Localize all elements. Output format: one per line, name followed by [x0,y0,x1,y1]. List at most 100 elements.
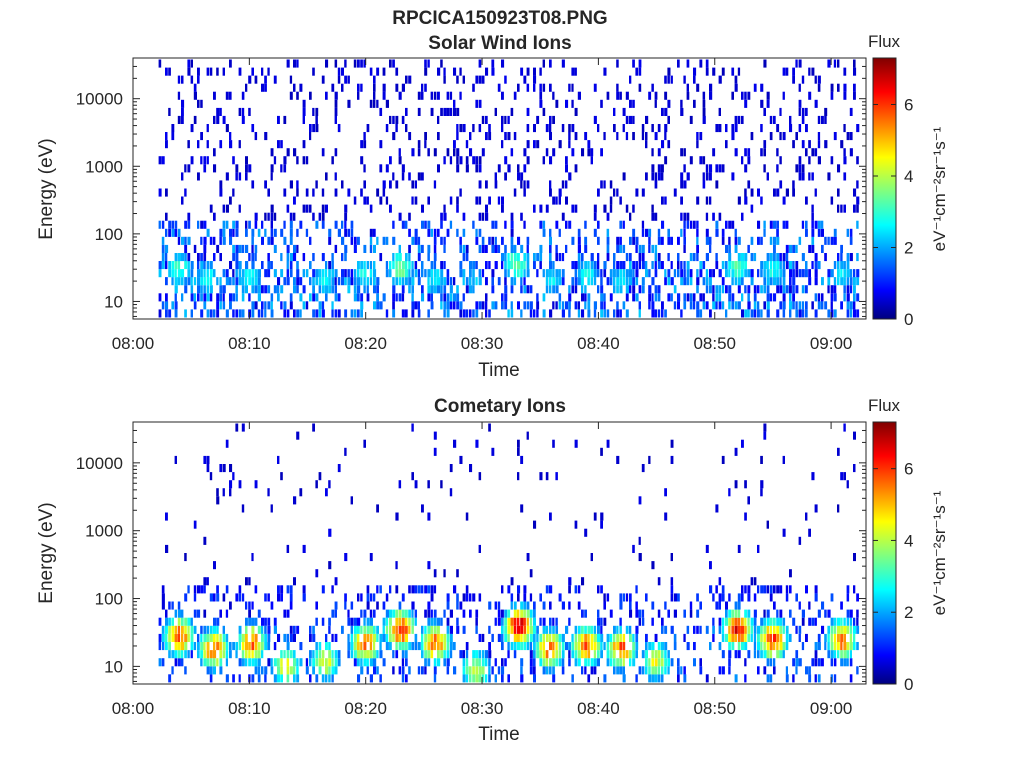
heatmap-cell [520,633,523,642]
heatmap-cell [286,674,290,683]
heatmap-cell [267,212,270,221]
heatmap-cell [555,633,559,642]
heatmap-cell [456,301,460,310]
heatmap-cell [417,91,421,100]
heatmap-cell [213,658,216,667]
heatmap-cell [507,642,510,651]
heatmap-cell [581,642,584,651]
heatmap-cell [833,293,837,302]
heatmap-cell [229,140,233,149]
heatmap-cell [430,285,434,294]
heatmap-cell [641,261,645,270]
heatmap-cell [293,666,296,675]
heatmap-cell [613,253,616,262]
heatmap-cell [190,124,194,133]
heatmap-cell [549,269,552,278]
heatmap-cell [539,204,543,213]
heatmap-cell [763,609,766,618]
heatmap-cell [238,67,242,76]
heatmap-cell [261,83,265,92]
heatmap-cell [753,625,757,634]
heatmap-cell [853,59,856,68]
heatmap-cell [430,585,434,594]
heatmap-cell [440,107,443,116]
heatmap-cell [206,67,210,76]
heatmap-cell [677,253,680,262]
heatmap-cell [245,164,248,173]
heatmap-cell [593,633,597,642]
heatmap-cell [513,244,517,253]
heatmap-cell [254,75,258,84]
heatmap-cell [229,91,232,100]
heatmap-cell [625,650,629,659]
heatmap-cell [280,650,283,659]
heatmap-cell [776,164,779,173]
heatmap-cell [446,601,450,610]
heatmap-cell [571,650,575,659]
heatmap-cell [449,220,453,229]
heatmap-cell [821,601,825,610]
heatmap-cell [277,285,280,294]
heatmap-cell [526,625,530,634]
heatmap-cell [225,309,229,318]
heatmap-cell [641,253,645,262]
heatmap-cell [766,650,770,659]
heatmap-cell [369,67,373,76]
heatmap-cell [760,196,763,205]
heatmap-cell [616,236,620,245]
heatmap-cell [385,609,389,618]
heatmap-cell [203,650,206,659]
heatmap-cell [520,172,524,181]
heatmap-cell [843,269,847,278]
heatmap-cell [254,220,258,229]
heatmap-cell [293,633,296,642]
heatmap-cell [171,261,175,270]
heatmap-cell [702,107,706,116]
heatmap-cell [744,674,747,683]
heatmap-cell [782,67,786,76]
heatmap-cell [312,188,315,197]
heatmap-cell [568,658,571,667]
heatmap-cell [254,277,258,286]
heatmap-cell [667,277,671,286]
heatmap-cell [449,107,453,116]
heatmap-cell [737,115,741,124]
heatmap-cell [286,269,289,278]
heatmap-cell [696,309,700,318]
heatmap-cell [766,285,770,294]
heatmap-cell [257,277,261,286]
heatmap-cell [280,472,283,481]
heatmap-cell [680,180,684,189]
heatmap-cell [600,99,603,108]
heatmap-cell [670,277,674,286]
heatmap-cell [389,59,392,68]
heatmap-cell [830,285,834,294]
heatmap-cell [677,236,680,245]
heatmap-cell [216,244,220,253]
heatmap-cell [456,569,459,578]
heatmap-cell [337,124,341,133]
heatmap-cell [801,172,805,181]
heatmap-cell [187,59,191,68]
heatmap-cell [558,650,561,659]
heatmap-cell [622,244,626,253]
heatmap-cell [622,261,626,270]
heatmap-cell [328,261,332,270]
heatmap-cell [392,115,395,124]
heatmap-cell [827,236,830,245]
heatmap-cell [264,75,267,84]
heatmap-cell [766,633,770,642]
heatmap-cell [654,666,658,675]
heatmap-cell [833,642,837,651]
heatmap-cell [526,83,530,92]
heatmap-cell [389,180,392,189]
heatmap-cell [590,658,594,667]
heatmap-cell [465,285,469,294]
heatmap-cell [785,244,789,253]
heatmap-cell [475,156,478,165]
heatmap-cell [830,642,834,651]
heatmap-cell [670,577,674,586]
heatmap-cell [494,107,497,116]
heatmap-cell [350,642,354,651]
heatmap-cell [309,261,312,270]
